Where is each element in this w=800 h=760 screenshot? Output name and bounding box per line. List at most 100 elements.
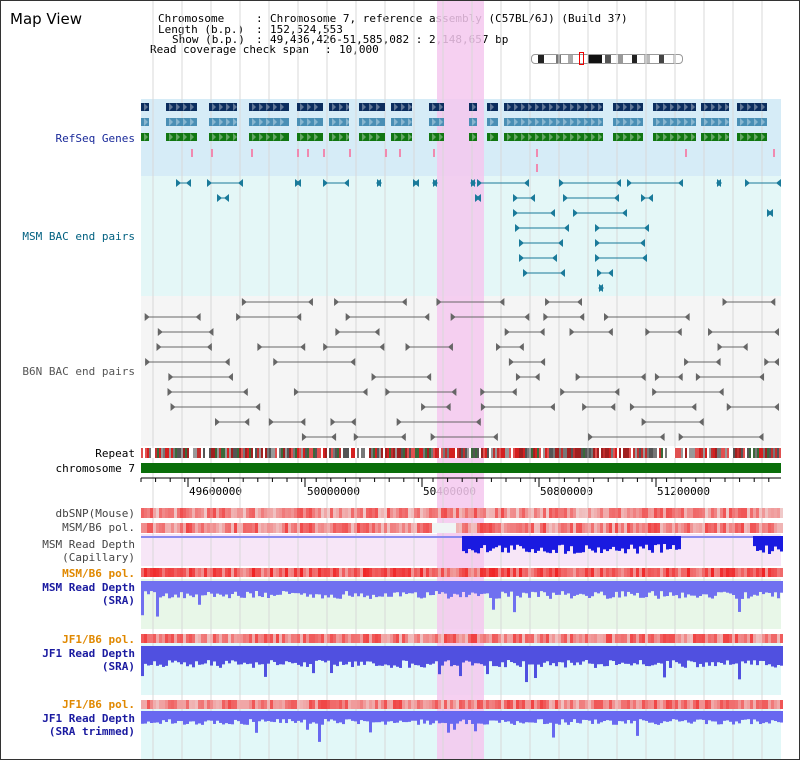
- depth-bar: [444, 536, 447, 538]
- track-label-refseq-genes[interactable]: RefSeq Genes: [55, 132, 135, 145]
- heatmap-cell: [402, 508, 405, 518]
- heatmap-cell: [309, 700, 312, 709]
- track-label-msm-depth-sra[interactable]: MSM Read Depth: [42, 581, 135, 594]
- heatmap-cell: [390, 523, 393, 533]
- repeat-cell: [457, 448, 459, 458]
- gene-strand-arrow: [339, 133, 343, 141]
- heatmap-cell: [576, 523, 579, 533]
- repeat-cell: [523, 448, 525, 458]
- heatmap-cell: [360, 634, 363, 643]
- track-label-jf1-depth-sra[interactable]: JF1 Read Depth: [42, 647, 135, 660]
- repeat-cell: [269, 448, 271, 458]
- heatmap-cell: [189, 700, 192, 709]
- depth-bar: [609, 536, 612, 550]
- depth-bar: [666, 711, 669, 722]
- depth-bar: [576, 711, 579, 723]
- heatmap-cell: [222, 634, 225, 643]
- refseq-tick: [323, 149, 325, 157]
- b6n-bac-pair-end: [401, 298, 407, 306]
- heatmap-cell: [321, 700, 324, 709]
- depth-bar: [483, 581, 486, 594]
- depth-bar: [396, 646, 399, 667]
- heatmap-cell: [456, 634, 459, 643]
- depth-bar: [231, 581, 234, 595]
- heatmap-cell: [669, 568, 672, 577]
- heatmap-cell: [252, 568, 255, 577]
- depth-bar: [708, 711, 711, 721]
- depth-bar: [540, 711, 543, 720]
- track-label-msm-b6-pol[interactable]: MSM/B6 pol.: [62, 521, 135, 534]
- msm-bac-pair-end: [376, 179, 381, 187]
- heatmap-cell: [507, 700, 510, 709]
- repeat-cell: [715, 448, 717, 458]
- repeat-cell: [691, 448, 693, 458]
- heatmap-cell: [393, 634, 396, 643]
- heatmap-cell: [738, 568, 741, 577]
- depth-bar: [774, 536, 777, 547]
- heatmap-cell: [246, 634, 249, 643]
- heatmap-cell: [690, 634, 693, 643]
- depth-bar: [180, 711, 183, 722]
- heatmap-cell: [729, 634, 732, 643]
- heatmap-cell: [534, 568, 537, 577]
- depth-bar: [252, 581, 255, 598]
- repeat-cell: [217, 448, 219, 458]
- heatmap-cell: [462, 700, 465, 709]
- depth-bar: [525, 646, 528, 683]
- repeat-cell: [485, 448, 487, 458]
- depth-bar: [588, 536, 591, 549]
- track-label-msm-b6-pol-2[interactable]: MSM/B6 pol.: [62, 567, 135, 580]
- heatmap-cell: [492, 634, 495, 643]
- heatmap-cell: [753, 700, 756, 709]
- track-label-msm-bac[interactable]: MSM BAC end pairs: [22, 230, 135, 243]
- repeat-cell: [553, 448, 555, 458]
- depth-bar: [189, 646, 192, 665]
- heatmap-cell: [624, 700, 627, 709]
- depth-bar: [438, 581, 441, 594]
- heatmap-cell: [651, 700, 654, 709]
- track-label-jf1-depth-trimmed[interactable]: JF1 Read Depth: [42, 712, 135, 725]
- depth-bar: [339, 536, 342, 538]
- heatmap-cell: [726, 508, 729, 518]
- heatmap-cell: [672, 700, 675, 709]
- gene-strand-arrow: [584, 118, 588, 126]
- repeat-cell: [673, 448, 675, 458]
- heatmap-cell: [219, 523, 222, 533]
- heatmap-cell: [525, 568, 528, 577]
- heatmap-cell: [657, 508, 660, 518]
- repeat-cell: [353, 448, 355, 458]
- depth-bar: [615, 711, 618, 725]
- depth-bar: [231, 536, 234, 538]
- heatmap-cell: [183, 634, 186, 643]
- gene-strand-arrow: [542, 103, 546, 111]
- heatmap-cell: [666, 634, 669, 643]
- heatmap-cell: [630, 568, 633, 577]
- track-label-dbsnp[interactable]: dbSNP(Mouse): [55, 507, 135, 520]
- track-label-b6n-bac[interactable]: B6N BAC end pairs: [22, 365, 135, 378]
- depth-bar: [495, 646, 498, 667]
- depth-bar: [384, 581, 387, 594]
- depth-bar: [414, 646, 417, 666]
- heatmap-cell: [777, 508, 780, 518]
- heatmap-cell: [174, 634, 177, 643]
- track-label-jf1-b6-pol[interactable]: JF1/B6 pol.: [62, 633, 135, 646]
- track-label-msm-depth-capillary[interactable]: MSM Read Depth: [42, 538, 135, 551]
- track-label-repeat[interactable]: Repeat: [95, 447, 135, 460]
- heatmap-cell: [240, 634, 243, 643]
- heatmap-cell: [702, 508, 705, 518]
- gene-block: [653, 133, 696, 141]
- depth-bar: [561, 581, 564, 592]
- track-label-jf1-b6-pol-2[interactable]: JF1/B6 pol.: [62, 698, 135, 711]
- heatmap-cell: [657, 700, 660, 709]
- repeat-cell: [341, 448, 343, 458]
- heatmap-cell: [291, 568, 294, 577]
- ideogram-position-marker[interactable]: [579, 52, 584, 65]
- gene-block: [249, 133, 289, 141]
- msm-bac-pair-end: [768, 209, 773, 217]
- heatmap-cell: [594, 634, 597, 643]
- repeat-cell: [741, 448, 743, 458]
- repeat-cell: [415, 448, 417, 458]
- heatmap-cell: [660, 700, 663, 709]
- heatmap-cell: [603, 568, 606, 577]
